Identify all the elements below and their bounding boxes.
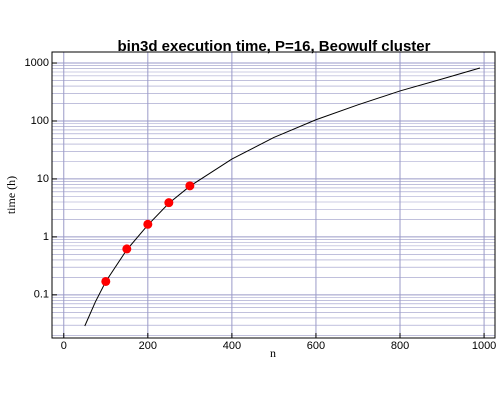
plot-frame xyxy=(51,51,496,339)
y-axis-label: time (h) xyxy=(4,176,18,214)
chart-title: bin3d execution time, P=16, Beowulf clus… xyxy=(117,38,430,55)
data-point xyxy=(101,276,111,286)
curve xyxy=(84,67,481,327)
x-tick-label: 800 xyxy=(391,340,409,352)
y-tick-label: 1000 xyxy=(25,57,49,69)
x-axis-label: n xyxy=(270,346,276,360)
y-tick-label: 10 xyxy=(37,173,49,185)
y-tick-label: 0.1 xyxy=(34,289,49,301)
y-tick-label: 1 xyxy=(43,231,49,243)
y-tick-label: 100 xyxy=(31,115,49,127)
x-tick-label: 200 xyxy=(139,340,157,352)
data-point xyxy=(185,181,195,191)
x-tick-label: 400 xyxy=(223,340,241,352)
x-tick-label: 600 xyxy=(307,340,325,352)
data-point xyxy=(164,198,174,208)
x-tick-label: 0 xyxy=(61,340,67,352)
data-point xyxy=(122,244,132,254)
data-point xyxy=(143,219,153,229)
x-tick-label: 1000 xyxy=(472,340,496,352)
